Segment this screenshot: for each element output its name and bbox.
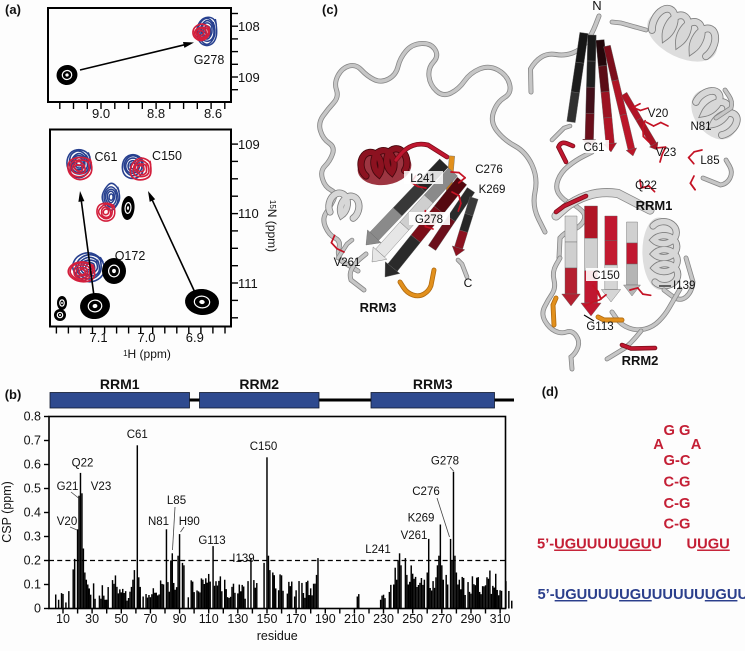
- svg-text:110: 110: [199, 612, 219, 626]
- svg-text:residue: residue: [257, 629, 298, 643]
- svg-text:V261: V261: [334, 257, 361, 269]
- svg-text:15N (ppm): 15N (ppm): [265, 200, 279, 252]
- svg-text:H90: H90: [179, 516, 200, 528]
- svg-text:V20: V20: [648, 108, 668, 120]
- svg-text:111: 111: [238, 276, 258, 291]
- svg-text:310: 310: [490, 612, 511, 626]
- svg-text:K269: K269: [408, 513, 435, 525]
- svg-text:N: N: [592, 0, 601, 13]
- svg-text:G21: G21: [57, 481, 79, 493]
- svg-text:UUGU: UUGU: [687, 537, 730, 553]
- svg-text:C61: C61: [127, 429, 148, 441]
- svg-text:C150: C150: [592, 270, 620, 282]
- svg-text:G278: G278: [194, 53, 225, 67]
- svg-text:RRM3: RRM3: [413, 376, 453, 392]
- svg-text:7.1: 7.1: [90, 330, 108, 345]
- svg-text:50: 50: [114, 612, 128, 626]
- svg-text:V20: V20: [57, 516, 77, 528]
- svg-text:290: 290: [461, 612, 482, 626]
- svg-text:270: 270: [431, 612, 452, 626]
- svg-text:190: 190: [315, 612, 336, 626]
- svg-text:G-C: G-C: [664, 453, 691, 469]
- svg-text:0.5: 0.5: [24, 482, 41, 496]
- svg-text:170: 170: [286, 612, 307, 626]
- svg-text:230: 230: [373, 612, 394, 626]
- svg-text:250: 250: [402, 612, 423, 626]
- svg-text:G278: G278: [431, 456, 459, 468]
- svg-text:5’-UGUUUUUGUUUUUUUGUU: 5’-UGUUUUUGUUUUUUUGUU: [538, 587, 745, 603]
- svg-text:Q22: Q22: [635, 180, 657, 192]
- svg-text:130: 130: [227, 612, 248, 626]
- svg-text:(b): (b): [5, 387, 22, 402]
- svg-text:90: 90: [173, 612, 187, 626]
- svg-text:C61: C61: [583, 142, 604, 154]
- svg-text:0.4: 0.4: [24, 506, 41, 520]
- svg-text:8.6: 8.6: [204, 106, 222, 121]
- svg-text:(c): (c): [322, 2, 338, 17]
- svg-text:9.0: 9.0: [92, 106, 110, 121]
- svg-text:RRM3: RRM3: [360, 300, 397, 315]
- svg-text:CSP (ppm): CSP (ppm): [0, 481, 14, 543]
- svg-text:A: A: [653, 437, 664, 453]
- svg-text:(a): (a): [5, 2, 21, 17]
- svg-text:L241: L241: [410, 173, 436, 185]
- svg-text:Q22: Q22: [72, 458, 94, 470]
- svg-text:C276: C276: [412, 486, 440, 498]
- svg-text:N81: N81: [690, 121, 711, 133]
- svg-text:7.0: 7.0: [137, 330, 155, 345]
- svg-text:K269: K269: [479, 184, 506, 196]
- svg-text:G G: G G: [664, 423, 691, 439]
- svg-text:C-G: C-G: [664, 517, 691, 533]
- svg-text:C-G: C-G: [664, 475, 691, 491]
- svg-text:L85: L85: [167, 495, 186, 507]
- svg-text:C: C: [464, 276, 473, 290]
- svg-text:L85: L85: [700, 155, 719, 167]
- svg-text:70: 70: [143, 612, 157, 626]
- svg-text:C61: C61: [95, 150, 118, 164]
- svg-text:Q172: Q172: [115, 249, 146, 263]
- svg-text:V261: V261: [401, 530, 428, 542]
- svg-text:110: 110: [238, 206, 259, 221]
- svg-text:I139: I139: [232, 553, 254, 565]
- svg-text:RRM1: RRM1: [636, 198, 673, 213]
- svg-text:0.6: 0.6: [24, 458, 41, 472]
- svg-text:8.8: 8.8: [147, 106, 165, 121]
- svg-text:G278: G278: [415, 214, 443, 226]
- svg-text:I139: I139: [673, 280, 695, 292]
- svg-text:0.1: 0.1: [24, 578, 41, 592]
- svg-text:V23: V23: [91, 481, 111, 493]
- svg-text:0.8: 0.8: [24, 410, 41, 424]
- svg-text:C276: C276: [475, 164, 503, 176]
- svg-text:150: 150: [257, 612, 278, 626]
- svg-text:C150: C150: [250, 441, 278, 453]
- svg-text:C150: C150: [152, 149, 182, 163]
- svg-text:RRM2: RRM2: [239, 376, 279, 392]
- svg-text:C-G: C-G: [664, 496, 691, 512]
- svg-text:RRM1: RRM1: [100, 376, 140, 392]
- svg-text:G113: G113: [198, 535, 225, 547]
- svg-text:G113: G113: [586, 321, 613, 333]
- svg-text:108: 108: [238, 19, 260, 34]
- svg-text:A: A: [691, 437, 702, 453]
- svg-text:0.2: 0.2: [24, 554, 41, 568]
- svg-text:(d): (d): [542, 384, 559, 399]
- svg-text:V23: V23: [656, 147, 676, 159]
- svg-text:L241: L241: [365, 544, 391, 556]
- svg-text:30: 30: [85, 612, 99, 626]
- svg-text:210: 210: [344, 612, 365, 626]
- svg-text:0: 0: [34, 602, 41, 616]
- svg-text:10: 10: [56, 612, 70, 626]
- svg-text:RRM2: RRM2: [622, 353, 659, 368]
- svg-text:109: 109: [238, 70, 260, 85]
- svg-text:1H (ppm): 1H (ppm): [123, 347, 171, 361]
- svg-text:109: 109: [238, 137, 260, 152]
- svg-text:0.3: 0.3: [24, 530, 41, 544]
- svg-text:5’-UGUUUUUGUU: 5’-UGUUUUUGUU: [537, 537, 662, 553]
- svg-text:N81: N81: [148, 516, 169, 528]
- svg-text:6.9: 6.9: [186, 330, 204, 345]
- svg-text:0.7: 0.7: [24, 434, 41, 448]
